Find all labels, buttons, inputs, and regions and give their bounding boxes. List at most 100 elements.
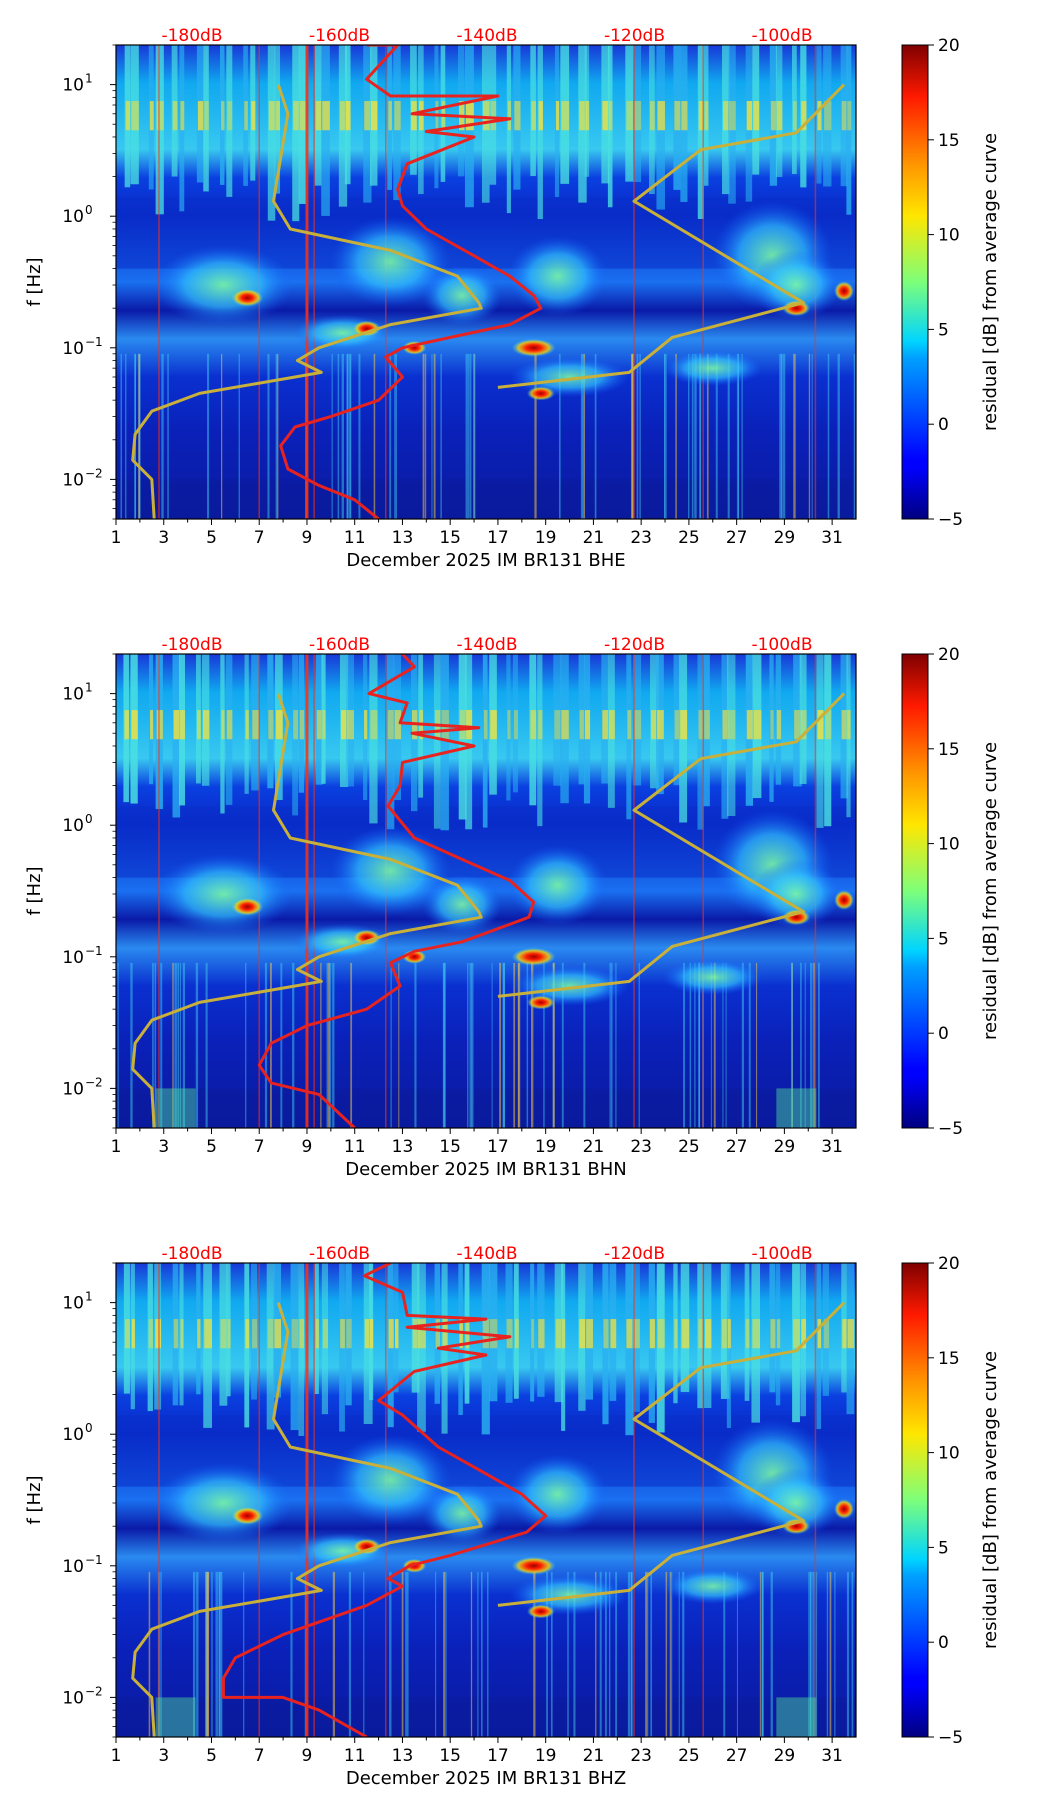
stripe: [290, 1263, 299, 1431]
plot-frame: [115, 1262, 857, 1738]
yellow-curve-left: [131, 84, 483, 519]
stripe-hot: [602, 101, 610, 131]
stripe-hot: [149, 101, 154, 131]
stripe-hot: [293, 101, 300, 131]
energy-blob-hot: [352, 320, 381, 337]
stripe-hot: [340, 1319, 345, 1349]
stripe-hot: [180, 101, 185, 131]
stripe: [816, 654, 824, 828]
energy-blob-diffuse: [507, 845, 608, 926]
stripe-hot: [793, 101, 797, 131]
stripe-hot: [794, 710, 802, 740]
x-tick-label: 23: [630, 1746, 652, 1766]
top-db-label: -140dB: [456, 635, 517, 655]
energy-blob-diffuse: [422, 1483, 503, 1544]
energy-blob-diffuse: [153, 245, 294, 326]
stripe: [537, 45, 543, 220]
stripe: [697, 45, 704, 219]
stripe: [537, 654, 543, 827]
x-tick-label: 27: [726, 528, 748, 548]
stripe-hot: [204, 101, 209, 131]
stripe-hot: [131, 710, 138, 740]
daily-stripes: [124, 45, 852, 222]
yellow-curve-left: [131, 1302, 483, 1737]
x-tick-label: 17: [487, 1137, 509, 1157]
colorbar-tick-label: 0: [938, 1633, 949, 1653]
stripe-hot: [364, 1319, 373, 1349]
x-tick-label: 11: [344, 1746, 366, 1766]
stripe: [632, 45, 642, 183]
x-tick-label: 21: [583, 528, 605, 548]
stripe-hot: [394, 710, 402, 740]
stripe-hot: [466, 710, 473, 740]
stripe-hot: [418, 1319, 426, 1349]
stripe: [506, 654, 511, 801]
stripe-hot: [538, 710, 543, 740]
stripe-hot: [180, 1319, 184, 1349]
x-tick-label: 13: [392, 528, 414, 548]
top-db-label: -140dB: [456, 26, 517, 46]
stripe-hot: [704, 710, 710, 740]
stripe-hot: [698, 710, 704, 740]
stripe: [386, 654, 395, 830]
stripe-hot: [150, 710, 154, 740]
stripe-hot: [322, 710, 326, 740]
stripe-hot: [531, 101, 536, 131]
stripe-hot: [603, 1319, 609, 1349]
stripe-hot: [227, 1319, 231, 1349]
stripe-hot: [156, 101, 164, 131]
x-tick-label: 1: [111, 1746, 122, 1766]
x-tick-label: 31: [821, 1746, 843, 1766]
stripe-hot: [746, 101, 753, 131]
stripe-hot: [704, 101, 709, 131]
stripe-hot: [507, 710, 511, 740]
plot-frame: [115, 44, 857, 520]
x-tick-label: 9: [302, 1746, 313, 1766]
stripe: [345, 1263, 352, 1406]
stripe-hot: [412, 1319, 420, 1349]
y-tick-exponent: 1: [85, 681, 93, 695]
energy-block-low: [155, 1697, 196, 1737]
stripe: [530, 1263, 535, 1402]
energy-blob-diffuse: [509, 356, 630, 397]
x-tick-label: 31: [821, 1137, 843, 1157]
stripe-hot: [723, 101, 730, 131]
stripe-hot: [395, 1319, 399, 1349]
stripe-hot: [364, 710, 368, 740]
stripe-hot: [698, 101, 704, 131]
energy-blob-hot: [511, 338, 556, 357]
stripe-hot: [608, 101, 613, 131]
stripe-hot: [435, 1319, 441, 1349]
energy-block-low: [776, 1088, 817, 1128]
x-tick-label: 19: [535, 528, 557, 548]
top-db-label: -100dB: [751, 1244, 812, 1264]
stripe-hot: [561, 710, 569, 740]
colorbar-tick-label: 10: [938, 226, 960, 246]
stripe-hot: [220, 1319, 228, 1349]
stripe-hot: [554, 710, 562, 740]
top-db-label: -180dB: [161, 1244, 222, 1264]
stripe: [769, 654, 774, 802]
x-tick-label: 25: [678, 528, 700, 548]
stripe-hot: [514, 101, 521, 131]
stripe-hot: [817, 101, 822, 131]
colorbar-tick-label: −5: [938, 1728, 963, 1748]
energy-blob-diffuse: [153, 1463, 294, 1544]
top-db-label: -120dB: [604, 1244, 665, 1264]
y-tick-exponent: −1: [85, 335, 103, 349]
stripe-hot: [610, 1319, 617, 1349]
x-tick-label: 9: [302, 528, 313, 548]
spectrogram-image: [116, 1263, 856, 1737]
x-tick-label: 15: [439, 528, 461, 548]
energy-blob-hot: [511, 1556, 556, 1575]
stripe-hot: [293, 710, 299, 740]
stripe-hot: [180, 710, 185, 740]
stripe-hot: [579, 101, 587, 131]
x-tick-label: 11: [344, 1137, 366, 1157]
stripe: [433, 654, 441, 829]
stripe-hot: [347, 710, 355, 740]
stripe-hot: [226, 710, 233, 740]
stripe-hot: [124, 1319, 130, 1349]
stripe-hot: [442, 1319, 448, 1349]
